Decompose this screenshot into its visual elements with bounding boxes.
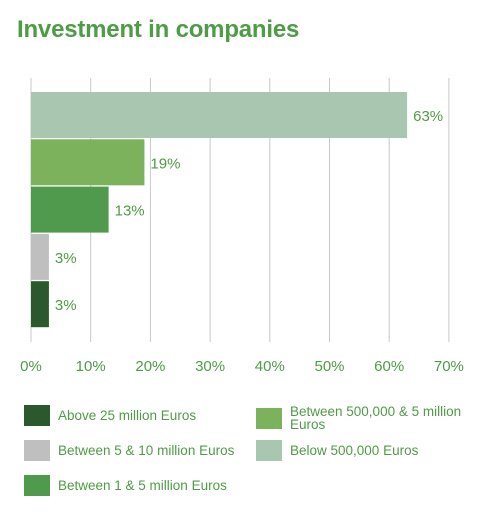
bar-between-1-5-million-euros	[31, 186, 109, 233]
bar-between-500-000-5-million-euros	[31, 139, 145, 186]
data-label: 63%	[413, 108, 443, 125]
plot-area: 63% 19% 13% 3% 3% 0% 10% 20% 30% 40% 50% 60% 70%	[20, 78, 464, 375]
legend-label: Between 5 & 10 million Euros	[58, 443, 235, 458]
data-label: 3%	[55, 297, 77, 314]
x-tick-label: 20%	[135, 358, 165, 375]
legend-label: Below 500,000 Euros	[290, 443, 419, 458]
x-tick-label: 40%	[255, 358, 285, 375]
legend-swatch	[256, 440, 282, 461]
legend-item-1-5m: Between 1 & 5 million Euros	[24, 475, 227, 496]
x-tick-label: 70%	[434, 358, 464, 375]
legend-swatch	[24, 475, 50, 496]
data-label: 13%	[115, 203, 145, 220]
chart-title: Investment in companies	[17, 16, 300, 43]
x-tick-label: 60%	[374, 358, 404, 375]
legend-item-500k-5m: Between 500,000 & 5 million Euros	[256, 405, 490, 431]
x-tick-label: 0%	[20, 358, 42, 375]
data-label: 3%	[55, 250, 77, 267]
bar-below-500-000-euros	[31, 92, 408, 138]
x-tick-label: 10%	[76, 358, 106, 375]
legend-label: Between 1 & 5 million Euros	[58, 478, 227, 493]
legend-item-above-25m: Above 25 million Euros	[24, 405, 196, 426]
data-label: 19%	[150, 155, 180, 172]
legend-item-5-10m: Between 5 & 10 million Euros	[24, 440, 234, 461]
bar-between-5-10-million-euros	[31, 233, 49, 280]
legend-swatch	[24, 405, 50, 426]
legend-label: Above 25 million Euros	[58, 408, 197, 423]
legend-label: Between 500,000 & 5 million Euros	[290, 404, 462, 432]
legend-item-below-500k: Below 500,000 Euros	[256, 440, 418, 461]
x-tick-label: 50%	[314, 358, 344, 375]
legend-swatch	[24, 440, 50, 461]
x-tick-label: 30%	[195, 358, 225, 375]
legend: Above 25 million Euros Between 500,000 &…	[24, 402, 494, 507]
legend-swatch	[256, 407, 282, 429]
bar-above-25-million-euros	[31, 281, 49, 328]
